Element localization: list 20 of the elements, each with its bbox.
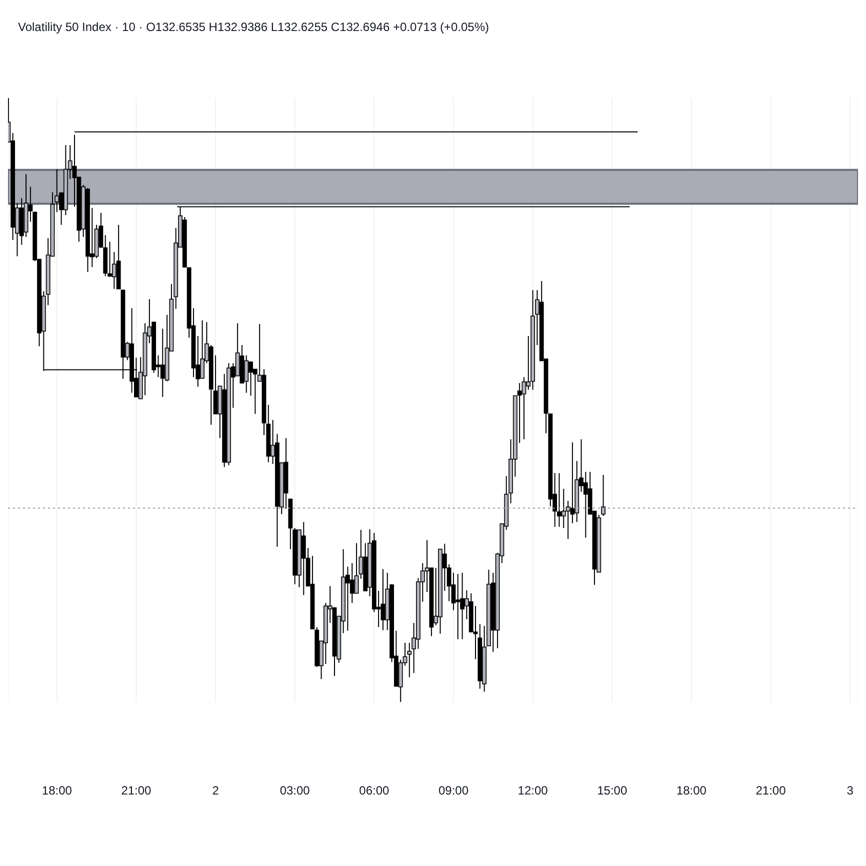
x-tick-label: 18:00 (676, 784, 707, 798)
candlestick (380, 568, 386, 631)
candlestick (350, 562, 354, 604)
x-tick-label: 3 (846, 784, 854, 798)
candlestick (456, 573, 460, 640)
x-tick-label: 18:00 (42, 784, 72, 798)
x-tick-label: 09:00 (438, 784, 469, 798)
x-tick-label: 06:00 (359, 784, 390, 798)
candlestick (54, 168, 60, 213)
candlestick (522, 376, 526, 440)
x-tick-label: 15:00 (597, 784, 628, 798)
x-tick-label: 12:00 (518, 784, 548, 798)
chart-title: Volatility 50 Index · 10 · O132.6535 H132.9386 L132.6255 C132.6946 +0.0713 (+0.05%) (18, 20, 490, 34)
x-tick-label: 21:00 (121, 784, 152, 798)
candlestick (601, 474, 606, 516)
candlestick (244, 354, 249, 394)
x-tick-label: 03:00 (280, 784, 310, 798)
x-tick-label: 2 (212, 784, 220, 798)
candlestick (354, 542, 359, 594)
x-tick-label: 21:00 (756, 784, 786, 798)
